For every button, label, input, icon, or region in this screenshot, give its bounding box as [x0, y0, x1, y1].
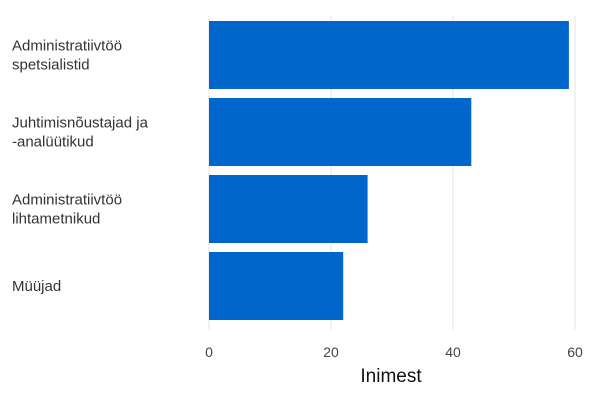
bar [209, 252, 344, 320]
x-tick-label: 0 [205, 344, 213, 360]
bars [209, 21, 569, 320]
x-tick-labels: 0 20 40 60 [205, 344, 583, 360]
category-label: Administratiivtöö spetsialistid [12, 38, 122, 74]
category-label-line: Müüjad [12, 278, 61, 295]
category-label-line: spetsialistid [12, 57, 90, 74]
x-tick-label: 60 [567, 344, 583, 360]
category-label: Müüjad [12, 278, 61, 295]
category-labels: Administratiivtöö spetsialistid Juhtimisnõ… [12, 38, 149, 296]
x-tick-label: 40 [445, 344, 461, 360]
bar [209, 98, 472, 166]
category-label: Administratiivtöö lihtametnikud [12, 192, 122, 228]
category-label-line: Juhtimisnõustajad ja [12, 115, 149, 132]
category-label-line: lihtametnikud [12, 211, 100, 228]
category-label: Juhtimisnõustajad ja -analüütikud [12, 115, 149, 151]
x-tick-label: 20 [323, 344, 339, 360]
x-axis-title: Inimest [360, 366, 422, 387]
category-label-line: Administratiivtöö [12, 38, 122, 55]
bar [209, 175, 368, 243]
category-label-line: Administratiivtöö [12, 192, 122, 209]
bar [209, 21, 569, 89]
category-label-line: -analüütikud [12, 134, 94, 151]
